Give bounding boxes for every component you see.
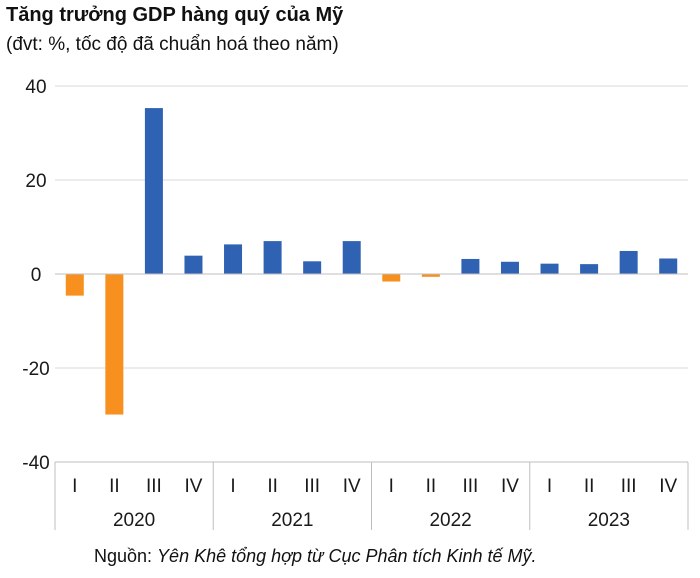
y-tick-label: 40 [25, 77, 46, 98]
bar-12 [500, 261, 519, 274]
source-text: Yên Khê tổng hợp từ Cục Phân tích Kinh t… [157, 546, 537, 566]
bar-14 [580, 264, 599, 274]
bar-6 [263, 241, 282, 274]
x-tick-label: II [267, 476, 278, 497]
x-tick-label: IV [659, 476, 677, 497]
x-tick-label: III [304, 476, 320, 497]
year-label: 2021 [271, 510, 313, 531]
bar-13 [540, 263, 559, 274]
year-label: 2022 [429, 510, 471, 531]
x-tick-label: I [389, 476, 394, 497]
chart-subtitle: (đvt: %, tốc độ đã chuẩn hoá theo năm) [6, 34, 339, 55]
year-label: 2020 [113, 510, 155, 531]
x-tick-label: III [462, 476, 478, 497]
x-tick-label: II [584, 476, 595, 497]
y-tick-label: 20 [25, 171, 46, 192]
x-tick-label: IV [343, 476, 361, 497]
bar-4 [184, 255, 203, 274]
x-tick-label: III [621, 476, 637, 497]
y-tick-label: -20 [22, 359, 49, 380]
bar-16 [659, 258, 678, 274]
x-tick-label: I [230, 476, 235, 497]
bar-10 [421, 274, 440, 277]
bar-15 [619, 250, 638, 274]
y-tick-label: -40 [22, 453, 49, 474]
source-prefix: Nguồn: [94, 546, 158, 566]
x-tick-label: I [547, 476, 552, 497]
bar-8 [342, 241, 361, 274]
x-tick-label: I [72, 476, 77, 497]
bar-2 [105, 274, 124, 415]
bar-7 [303, 261, 322, 274]
x-tick-label: IV [184, 476, 202, 497]
bar-5 [224, 244, 243, 274]
bar-3 [144, 108, 163, 274]
x-tick-label: III [146, 476, 162, 497]
bar-1 [65, 274, 84, 296]
bar-9 [382, 274, 401, 282]
bar-11 [461, 258, 480, 274]
chart-source: Nguồn: Yên Khê tổng hợp từ Cục Phân tích… [94, 546, 537, 567]
chart-title: Tăng trưởng GDP hàng quý của Mỹ [6, 4, 344, 26]
x-tick-label: II [109, 476, 120, 497]
x-tick-label: IV [501, 476, 519, 497]
year-label: 2023 [588, 510, 630, 531]
x-tick-label: II [426, 476, 437, 497]
y-tick-label: 0 [31, 265, 42, 286]
